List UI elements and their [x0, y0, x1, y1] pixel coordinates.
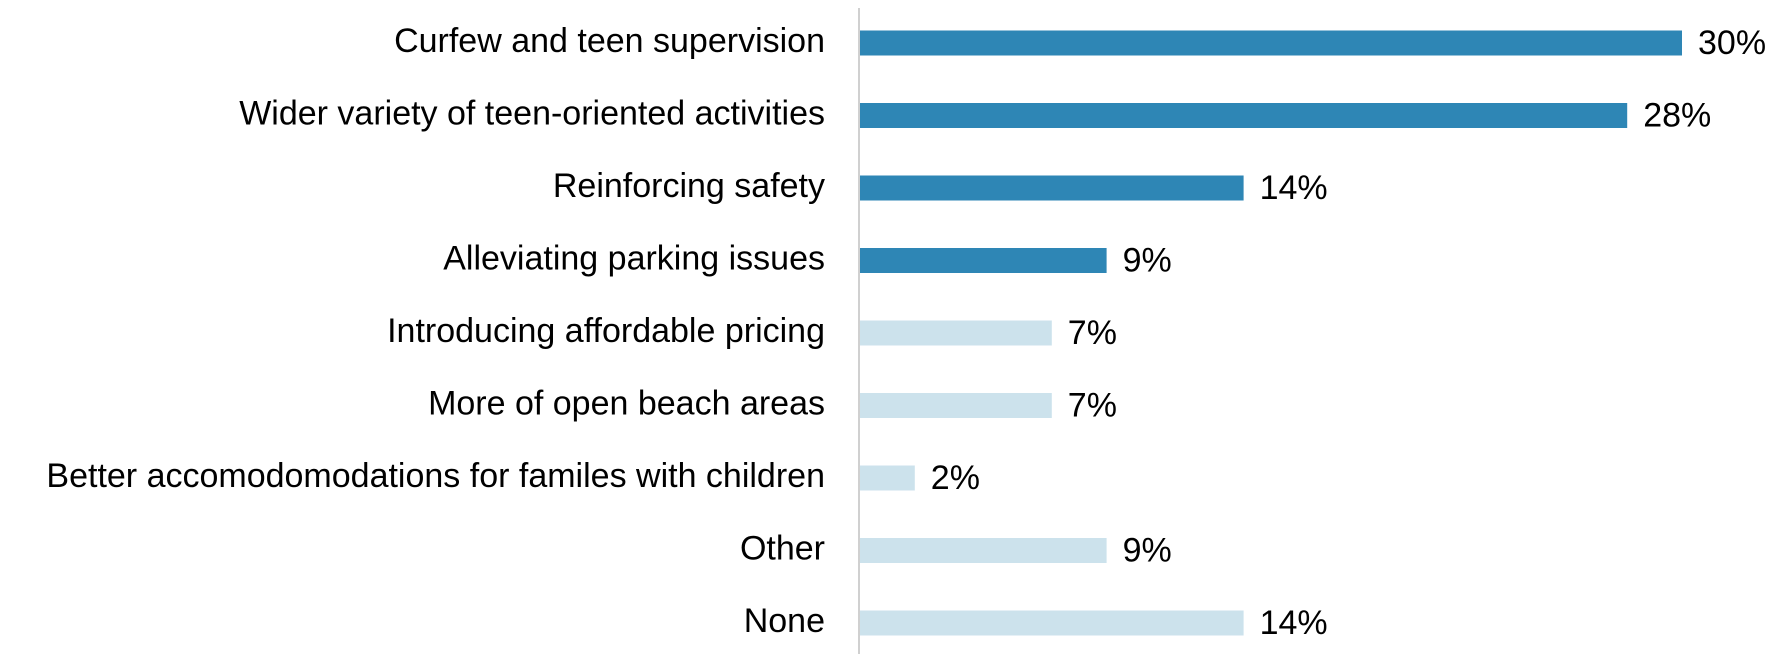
category-label: Better accomodomodations for familes wit… — [46, 457, 825, 495]
category-label: Wider variety of teen-oriented activitie… — [239, 94, 825, 132]
value-label: 28% — [1643, 96, 1711, 134]
bar — [860, 465, 915, 491]
value-label: 2% — [931, 459, 980, 497]
category-label: Alleviating parking issues — [443, 239, 825, 277]
value-label: 7% — [1068, 314, 1117, 352]
bar — [860, 393, 1052, 418]
category-label: More of open beach areas — [428, 384, 825, 422]
value-label: 14% — [1260, 604, 1328, 642]
bar — [860, 610, 1244, 636]
bar — [860, 320, 1052, 346]
category-label: Introducing affordable pricing — [387, 312, 825, 350]
category-label: Reinforcing safety — [553, 167, 825, 205]
value-label: 30% — [1698, 24, 1766, 62]
value-label: 9% — [1123, 531, 1172, 569]
bar — [860, 103, 1628, 128]
category-label: Curfew and teen supervision — [394, 22, 825, 60]
value-label: 14% — [1260, 169, 1328, 207]
category-label: None — [744, 602, 825, 640]
bar — [860, 30, 1682, 56]
value-label: 7% — [1068, 386, 1117, 424]
category-label: Other — [740, 529, 825, 567]
bar — [860, 175, 1244, 201]
value-label: 9% — [1123, 241, 1172, 279]
bar — [860, 248, 1107, 273]
bar — [860, 538, 1107, 563]
